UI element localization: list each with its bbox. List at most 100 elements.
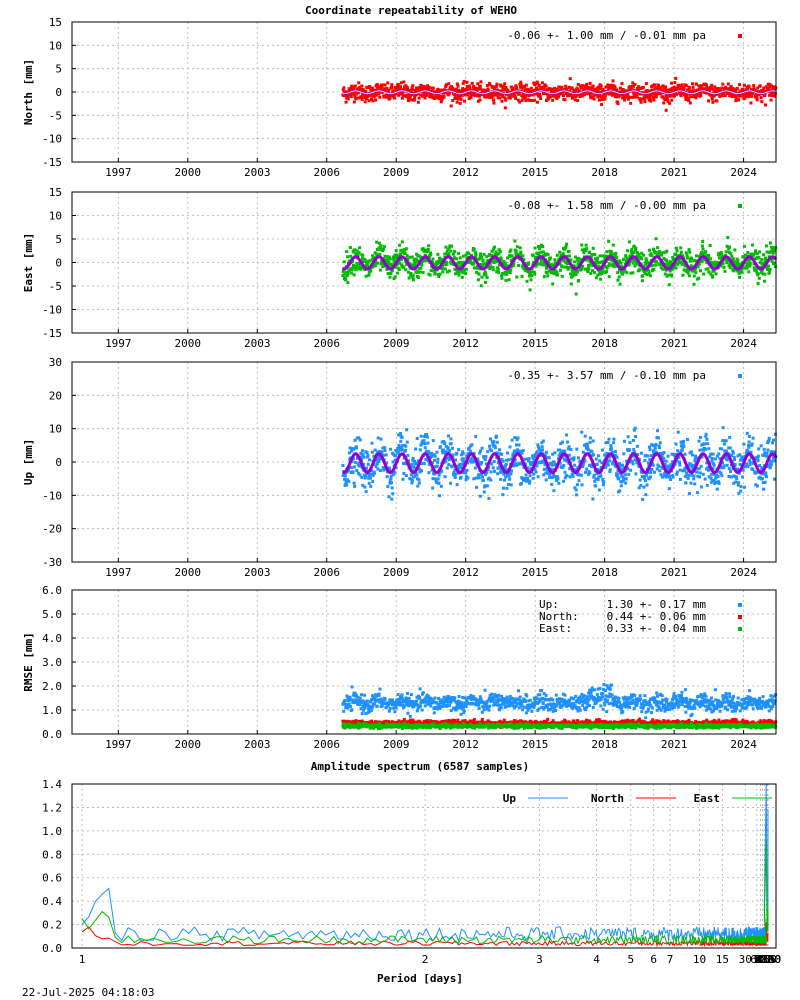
data-point — [674, 442, 678, 446]
data-point — [732, 267, 736, 271]
data-point — [735, 477, 739, 481]
rmse-point — [550, 706, 554, 710]
data-point — [682, 444, 686, 448]
data-point — [517, 92, 521, 96]
data-point — [490, 249, 494, 253]
data-point — [609, 447, 613, 451]
data-point — [453, 249, 457, 253]
data-point — [647, 271, 651, 275]
data-point — [710, 274, 714, 278]
data-point — [544, 450, 548, 454]
data-point — [648, 448, 652, 452]
data-point — [763, 256, 767, 260]
data-point — [542, 85, 546, 89]
data-point — [759, 444, 763, 448]
data-point — [405, 95, 409, 99]
data-point — [608, 459, 612, 463]
data-point — [587, 86, 591, 90]
data-point — [619, 484, 623, 488]
data-point — [494, 434, 498, 438]
data-point — [647, 248, 651, 252]
data-point — [403, 461, 407, 465]
data-point — [408, 96, 412, 100]
data-point — [389, 264, 393, 268]
data-point — [474, 253, 478, 257]
rmse-point — [358, 703, 362, 707]
data-point — [397, 433, 401, 437]
data-point — [436, 261, 440, 265]
data-point — [758, 475, 762, 479]
data-point — [664, 268, 668, 272]
data-point — [548, 472, 552, 476]
data-point — [576, 466, 580, 470]
data-point — [542, 254, 546, 258]
data-point — [700, 84, 704, 88]
rmse-point — [402, 706, 406, 710]
data-point — [489, 470, 493, 474]
data-point — [750, 243, 754, 247]
rmse-point — [511, 704, 515, 708]
rmse-point — [485, 702, 489, 706]
data-point — [755, 98, 759, 102]
data-point — [495, 253, 499, 257]
data-point — [499, 467, 503, 471]
data-point — [537, 447, 541, 451]
rmse-point — [360, 712, 364, 716]
rmse-point — [418, 687, 422, 691]
data-point — [430, 454, 434, 458]
data-point — [673, 264, 677, 268]
data-point — [370, 441, 374, 445]
data-point — [387, 495, 391, 499]
data-point — [585, 82, 589, 86]
data-point — [573, 260, 577, 264]
data-point — [612, 441, 616, 445]
data-point — [458, 101, 462, 105]
data-point — [689, 481, 693, 485]
data-point — [652, 95, 656, 99]
data-point — [377, 241, 381, 245]
data-point — [616, 102, 620, 106]
data-point — [498, 250, 502, 254]
rmse-point — [394, 700, 398, 704]
data-point — [476, 265, 480, 269]
data-point — [350, 268, 354, 272]
data-point — [631, 95, 635, 99]
data-point — [615, 88, 619, 92]
data-point — [414, 257, 418, 261]
y-tick-label: 6.0 — [42, 584, 62, 597]
data-point — [470, 460, 474, 464]
data-point — [551, 468, 555, 472]
data-point — [576, 82, 580, 86]
data-point — [599, 84, 603, 88]
data-point — [664, 85, 668, 89]
data-point — [759, 89, 763, 93]
legend-marker — [738, 204, 742, 208]
data-point — [552, 472, 556, 476]
data-point — [610, 258, 614, 262]
data-point — [440, 469, 444, 473]
data-point — [427, 85, 431, 89]
data-point — [367, 481, 371, 485]
data-point — [633, 83, 637, 87]
data-point — [588, 93, 592, 97]
data-point — [575, 483, 579, 487]
data-point — [380, 450, 384, 454]
data-point — [558, 92, 562, 96]
data-point — [373, 448, 377, 452]
data-point — [419, 266, 423, 270]
data-point — [479, 462, 483, 466]
data-point — [482, 262, 486, 266]
rmse-point — [342, 702, 346, 706]
data-point — [737, 491, 741, 495]
data-point — [603, 254, 607, 258]
data-point — [740, 270, 744, 274]
data-point — [519, 481, 523, 485]
data-point — [540, 81, 544, 85]
data-point — [500, 274, 504, 278]
data-point — [770, 259, 774, 263]
rmse-point — [423, 697, 427, 701]
data-point — [704, 83, 708, 87]
data-point — [688, 101, 692, 105]
rmse-point — [394, 706, 398, 710]
